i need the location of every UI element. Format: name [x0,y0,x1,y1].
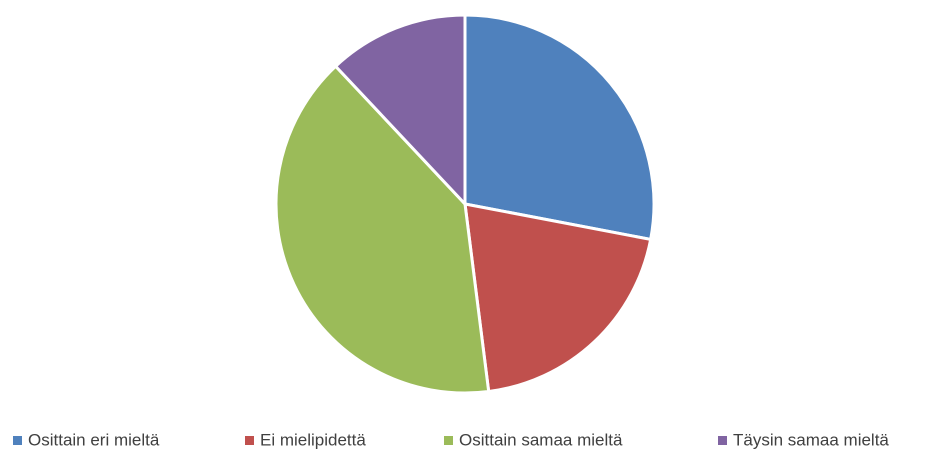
pie-slice [274,64,491,395]
legend-label: Osittain samaa mieltä [459,430,623,449]
legend-swatch [444,436,453,445]
legend-swatch [718,436,727,445]
legend-label: Täysin samaa mieltä [733,430,889,449]
pie-slice [463,13,656,242]
pie-slice [463,202,653,394]
legend-label: Osittain eri mieltä [28,430,160,449]
pie-slice [333,13,467,208]
legend-swatch [245,436,254,445]
legend-label: Ei mielipidettä [260,430,366,449]
legend-swatch [13,436,22,445]
